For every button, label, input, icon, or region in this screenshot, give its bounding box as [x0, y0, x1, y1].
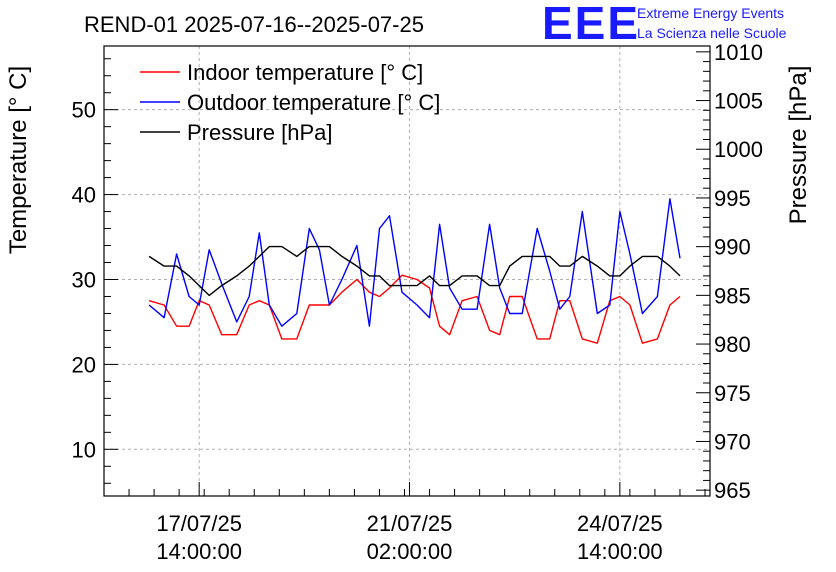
y2-tick-label: 965 — [714, 478, 751, 503]
x-tick-date: 17/07/25 — [156, 511, 242, 536]
pressure-line — [148, 245, 681, 297]
legend-label: Indoor temperature [° C] — [187, 60, 423, 85]
y2-tick-label: 1005 — [714, 89, 763, 114]
x-tick-date: 21/07/25 — [367, 511, 453, 536]
y2-tick-label: 975 — [714, 381, 751, 406]
legend-label: Outdoor temperature [° C] — [187, 90, 440, 115]
y2-axis-label: Pressure [hPa] — [785, 66, 812, 225]
y2-tick-label: 1010 — [714, 40, 763, 65]
x-tick-time: 02:00:00 — [367, 539, 453, 564]
y-tick-label: 10 — [72, 437, 96, 462]
series-group — [148, 198, 681, 344]
y-tick-label: 30 — [72, 267, 96, 292]
y-axis-label: Temperature [° C] — [5, 66, 32, 254]
eee-logo: EEE Extreme Energy Events La Scienza nel… — [542, 0, 787, 49]
logo-line1: Extreme Energy Events — [637, 5, 784, 21]
x-tick-date: 24/07/25 — [577, 511, 663, 536]
y2-tick-label: 995 — [714, 186, 751, 211]
outdoor-temperature-line — [148, 198, 681, 327]
y-tick-label: 40 — [72, 183, 96, 208]
indoor-temperature-line — [148, 274, 681, 344]
y2-tick-label: 985 — [714, 283, 751, 308]
x-tick-time: 14:00:00 — [577, 539, 663, 564]
logo-mark: EEE — [542, 0, 640, 49]
axes: 10 20 30 40 50 965 970 975 980 985 990 995 1000 1005 1… — [72, 40, 763, 564]
logo-line2: La Scienza nelle Scuole — [637, 25, 787, 41]
y-tick-label: 50 — [72, 98, 96, 123]
legend: Indoor temperature [° C] Outdoor temperat… — [140, 60, 440, 145]
grid — [104, 46, 710, 496]
y2-tick-label: 970 — [714, 429, 751, 454]
chart-title: REND-01 2025-07-16--2025-07-25 — [84, 12, 424, 37]
x-tick-time: 14:00:00 — [156, 539, 242, 564]
y2-tick-label: 1000 — [714, 137, 763, 162]
y-tick-label: 20 — [72, 352, 96, 377]
plot-frame — [103, 45, 711, 497]
y2-tick-label: 990 — [714, 235, 751, 260]
y2-tick-label: 980 — [714, 332, 751, 357]
legend-label: Pressure [hPa] — [187, 120, 333, 145]
